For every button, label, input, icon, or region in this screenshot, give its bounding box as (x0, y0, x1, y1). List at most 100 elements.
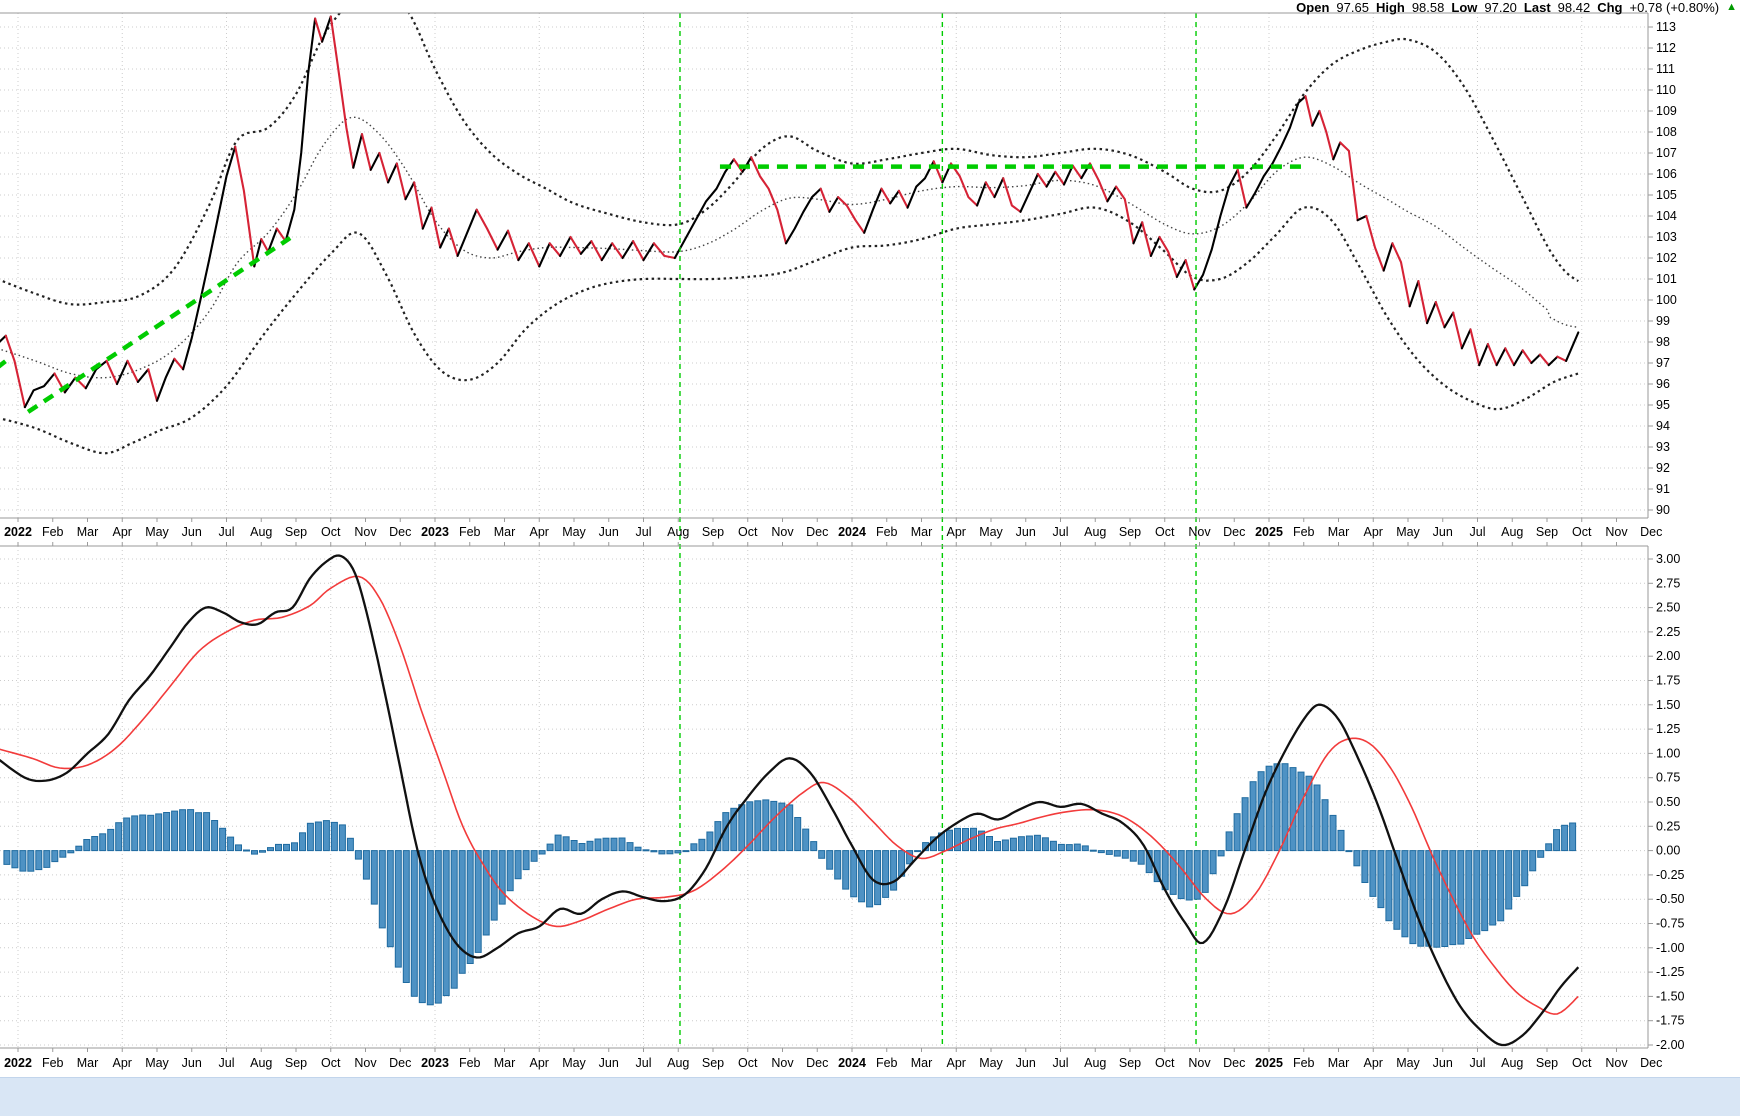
bottom-xtick-label: 2024 (838, 1056, 866, 1070)
price-line-up-segment (863, 187, 883, 234)
histogram-bar (618, 837, 626, 852)
histogram-bar (754, 800, 762, 852)
chg-label: Chg (1597, 0, 1623, 15)
histogram-bar (1233, 813, 1241, 852)
histogram-bar (1313, 784, 1321, 852)
histogram-bar (554, 834, 562, 852)
histogram-bar (530, 850, 538, 862)
histogram-bar (291, 842, 298, 852)
histogram-bar (35, 850, 43, 871)
histogram-bar (482, 850, 490, 936)
quote-header: Open 97.65 High 98.58 Low 97.20 Last 98.… (1296, 0, 1737, 15)
histogram-bar (1009, 837, 1017, 852)
price-line-down-segment (475, 208, 499, 251)
histogram-bar (418, 850, 426, 1004)
histogram-bar (874, 850, 882, 906)
price-line-up-segment (1106, 185, 1118, 203)
histogram-bar (834, 850, 842, 880)
histogram-bar (514, 850, 522, 880)
price-line-up-segment (1408, 280, 1420, 308)
price-line-down-segment (329, 15, 355, 169)
bottom-xtick-label: Dec (1640, 1056, 1662, 1070)
last-value: 98.42 (1557, 0, 1591, 15)
bottom-xtick-label: Dec (806, 1056, 828, 1070)
histogram-bar (330, 821, 338, 852)
price-ytick-label: 98 (1656, 335, 1670, 349)
histogram-bar (458, 850, 466, 974)
last-label: Last (1523, 0, 1551, 15)
histogram-bar (1081, 845, 1089, 852)
price-ytick-label: 101 (1656, 272, 1677, 286)
top-xtick-label: Feb (42, 525, 64, 539)
price-line-down-segment (234, 145, 256, 268)
histogram-bar (1377, 850, 1385, 909)
price-line-down-segment (1339, 141, 1359, 222)
histogram-bar (1201, 850, 1209, 893)
price-line-down-segment (1002, 177, 1022, 213)
bottom-xtick-label: Jul (1053, 1056, 1069, 1070)
histogram-bar (1065, 844, 1073, 852)
price-line-up-segment (1443, 311, 1455, 329)
histogram-bar (354, 850, 362, 860)
histogram-bar (1273, 763, 1281, 852)
top-xtick-label: Oct (1572, 525, 1592, 539)
macd-ytick-label: -1.00 (1656, 941, 1685, 955)
price-ytick-label: 111 (1656, 62, 1675, 76)
histogram-bar (1489, 850, 1497, 926)
bottom-xtick-label: Apr (947, 1056, 966, 1070)
price-line-up-segment (63, 376, 77, 394)
annotation-left-edge-segment (0, 355, 13, 369)
price-line-up-segment (0, 334, 7, 343)
top-xtick-label: Jul (1053, 525, 1069, 539)
price-line-down-segment (1504, 347, 1516, 367)
upper-band-line (0, 13, 1579, 306)
histogram-bar (1249, 781, 1257, 852)
price-line-down-segment (1556, 355, 1568, 362)
macd-ytick-label: 3.00 (1656, 552, 1680, 566)
price-line-up-segment (369, 151, 381, 171)
lower-band-line (0, 205, 1579, 455)
histogram-bar (1225, 831, 1233, 852)
price-line-down-segment (430, 206, 442, 249)
histogram-bar (1041, 837, 1049, 852)
histogram-bar (994, 841, 1001, 852)
price-ytick-label: 97 (1656, 356, 1670, 370)
price-line-down-segment (275, 227, 287, 243)
macd-ytick-label: -2.00 (1656, 1038, 1685, 1052)
bottom-xtick-label: Sep (702, 1056, 724, 1070)
histogram-bar (674, 850, 682, 854)
price-line-down-segment (447, 227, 459, 257)
price-line-up-segment (352, 133, 364, 169)
histogram-bar (139, 814, 147, 852)
bottom-xtick-label: Sep (1119, 1056, 1141, 1070)
bottom-xtick-label: Oct (321, 1056, 341, 1070)
histogram-bar (378, 850, 386, 929)
price-line-up-segment (1193, 168, 1239, 291)
price-line-up-segment (115, 359, 129, 386)
price-line-down-segment (819, 187, 831, 213)
top-xtick-label: May (979, 525, 1003, 539)
price-line-up-segment (387, 162, 398, 184)
price-line-down-segment (4, 334, 26, 409)
price-line-up-segment (784, 187, 822, 245)
histogram-bar (434, 850, 442, 1004)
price-ytick-label: 96 (1656, 377, 1670, 391)
top-xtick-label: Dec (1223, 525, 1245, 539)
price-line-up-segment (136, 368, 150, 383)
histogram-bar (131, 815, 139, 852)
price-line-down-segment (1236, 168, 1248, 209)
histogram-bar (1121, 850, 1129, 859)
price-line-down-segment (1391, 242, 1411, 308)
macd-ytick-label: -0.25 (1656, 868, 1685, 882)
price-line-down-segment (1434, 301, 1446, 329)
price-line-up-segment (1311, 109, 1321, 127)
bottom-xtick-label: Jun (1016, 1056, 1036, 1070)
price-line-up-segment (1045, 170, 1057, 188)
price-line-down-segment (378, 151, 390, 184)
histogram-bar (1025, 835, 1033, 852)
price-line-down-segment (569, 235, 582, 255)
price-line-down-segment (1365, 214, 1385, 272)
top-xtick-label: Dec (1640, 525, 1662, 539)
bottom-xtick-label: Apr (113, 1056, 132, 1070)
price-line-down-segment (1318, 109, 1335, 161)
